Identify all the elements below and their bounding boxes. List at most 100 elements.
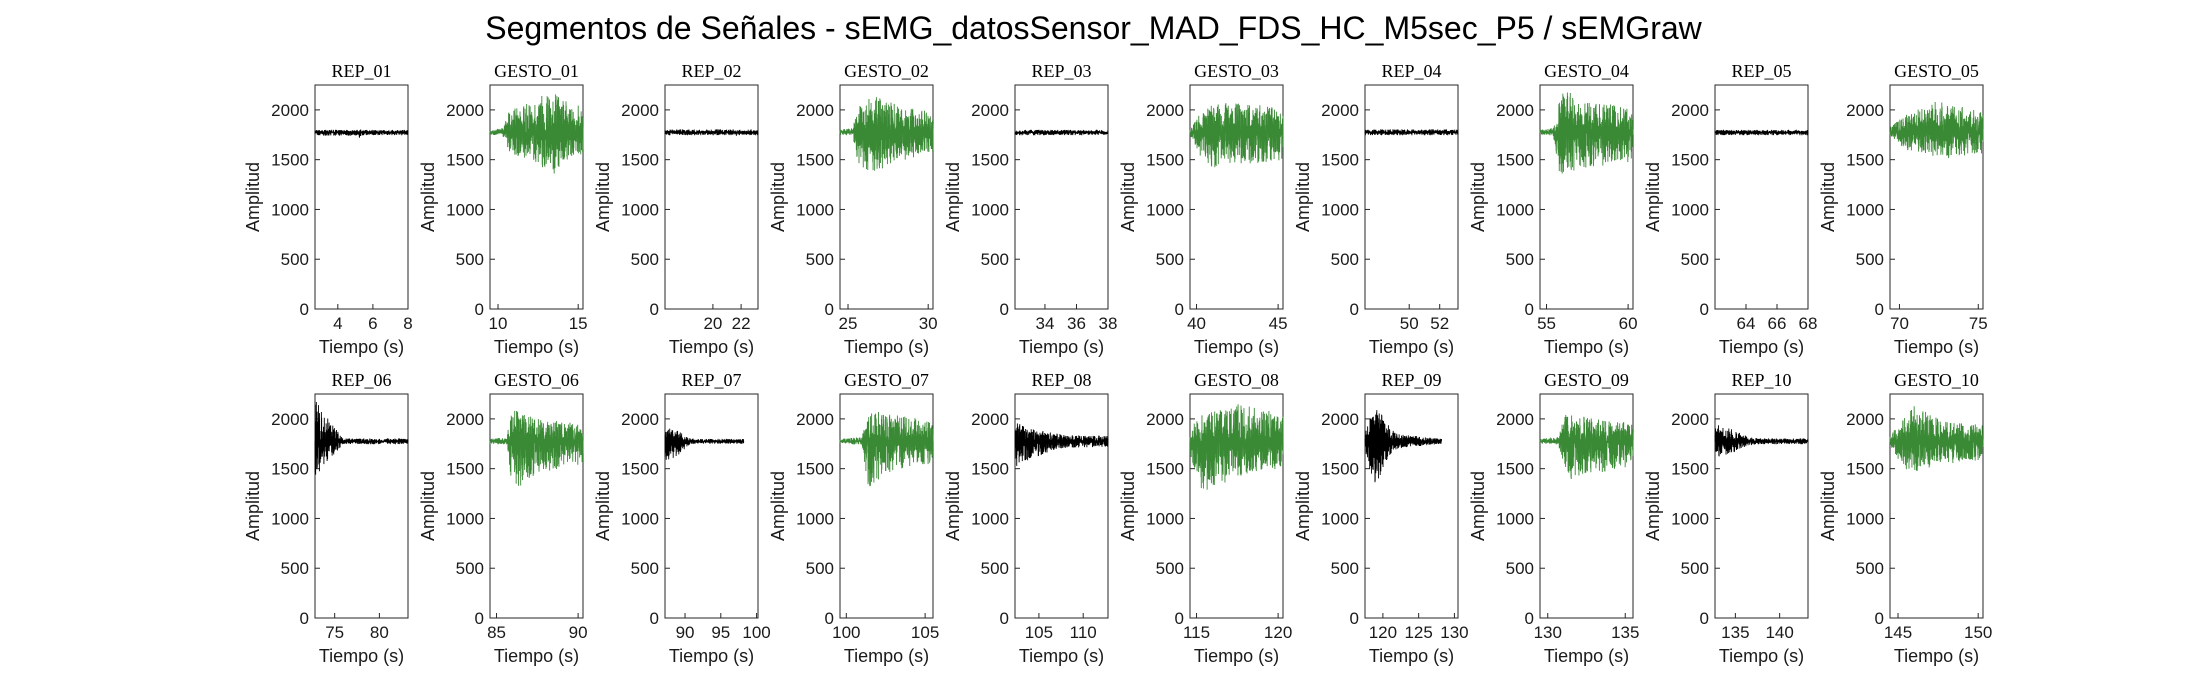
x-tick-label: 15 [569, 314, 588, 333]
x-axis-label: Tiempo (s) [669, 646, 754, 666]
x-tick-label: 68 [1799, 314, 1818, 333]
subplot-title-rep-05: REP_05 [1731, 61, 1791, 81]
y-tick-label: 1500 [621, 151, 659, 170]
x-tick-label: 34 [1035, 314, 1054, 333]
y-tick-label: 1000 [271, 200, 309, 219]
subplot-title-rep-07: REP_07 [681, 370, 741, 390]
y-axis-label: Amplitud [1643, 162, 1663, 232]
subplot-title-gesto-02: GESTO_02 [844, 61, 929, 81]
y-tick-label: 2000 [271, 101, 309, 120]
y-tick-label: 0 [1000, 300, 1009, 319]
x-tick-label: 150 [1964, 623, 1992, 642]
y-tick-label: 1000 [1321, 200, 1359, 219]
x-axis-label: Tiempo (s) [1544, 646, 1629, 666]
axes-box-rep-01 [315, 85, 408, 309]
x-tick-label: 90 [569, 623, 588, 642]
y-axis-label: Amplitud [1818, 162, 1838, 232]
y-tick-label: 0 [1700, 609, 1709, 628]
x-tick-label: 50 [1400, 314, 1419, 333]
axes-box-rep-05 [1715, 85, 1808, 309]
y-tick-label: 500 [981, 559, 1009, 578]
y-tick-label: 2000 [1321, 101, 1359, 120]
y-tick-label: 1000 [796, 200, 834, 219]
y-tick-label: 500 [1856, 250, 1884, 269]
y-axis-label: Amplitud [943, 162, 963, 232]
subplot-title-rep-10: REP_10 [1731, 370, 1791, 390]
subplot-title-gesto-07: GESTO_07 [844, 370, 929, 390]
x-axis-label: Tiempo (s) [1019, 646, 1104, 666]
x-tick-label: 120 [1369, 623, 1397, 642]
x-tick-label: 130 [1534, 623, 1562, 642]
x-axis-label: Tiempo (s) [1194, 337, 1279, 357]
y-tick-label: 500 [1681, 559, 1709, 578]
x-axis-label: Tiempo (s) [494, 337, 579, 357]
y-tick-label: 1500 [1321, 151, 1359, 170]
y-tick-label: 1500 [1146, 460, 1184, 479]
y-tick-label: 500 [1506, 559, 1534, 578]
y-tick-label: 2000 [446, 101, 484, 120]
y-tick-label: 2000 [1496, 410, 1534, 429]
y-tick-label: 0 [1875, 300, 1884, 319]
y-tick-label: 1000 [1846, 509, 1884, 528]
subplot-title-gesto-04: GESTO_04 [1544, 61, 1629, 81]
y-tick-label: 500 [631, 559, 659, 578]
y-axis-label: Amplitud [1468, 471, 1488, 541]
axes-box-rep-08 [1015, 394, 1108, 618]
x-tick-label: 4 [333, 314, 342, 333]
y-tick-label: 1000 [621, 200, 659, 219]
x-tick-label: 135 [1611, 623, 1639, 642]
subplot-title-gesto-05: GESTO_05 [1894, 61, 1979, 81]
x-tick-label: 8 [403, 314, 412, 333]
subplot-title-gesto-10: GESTO_10 [1894, 370, 1979, 390]
x-tick-label: 100 [742, 623, 770, 642]
y-tick-label: 1000 [1671, 200, 1709, 219]
x-tick-label: 125 [1404, 623, 1432, 642]
subplot-title-gesto-03: GESTO_03 [1194, 61, 1279, 81]
y-axis-label: Amplitud [1293, 162, 1313, 232]
y-tick-label: 1500 [1846, 151, 1884, 170]
y-tick-label: 500 [806, 250, 834, 269]
x-tick-label: 6 [368, 314, 377, 333]
y-tick-label: 500 [281, 559, 309, 578]
y-tick-label: 2000 [1846, 101, 1884, 120]
x-axis-label: Tiempo (s) [669, 337, 754, 357]
y-tick-label: 1500 [1321, 460, 1359, 479]
y-tick-label: 500 [1681, 250, 1709, 269]
y-tick-label: 0 [1700, 300, 1709, 319]
axes-box-rep-03 [1015, 85, 1108, 309]
x-tick-label: 36 [1067, 314, 1086, 333]
x-tick-label: 140 [1765, 623, 1793, 642]
x-tick-label: 100 [832, 623, 860, 642]
x-tick-label: 66 [1768, 314, 1787, 333]
x-tick-label: 55 [1537, 314, 1556, 333]
x-tick-label: 95 [711, 623, 730, 642]
y-tick-label: 2000 [971, 410, 1009, 429]
y-tick-label: 1000 [1846, 200, 1884, 219]
subplot-title-rep-02: REP_02 [681, 61, 741, 81]
y-tick-label: 500 [806, 559, 834, 578]
y-tick-label: 2000 [621, 410, 659, 429]
y-tick-label: 1000 [446, 200, 484, 219]
y-tick-label: 0 [825, 300, 834, 319]
axes-box-rep-07 [665, 394, 758, 618]
subplot-title-gesto-06: GESTO_06 [494, 370, 579, 390]
y-tick-label: 2000 [1671, 101, 1709, 120]
subplot-title-rep-09: REP_09 [1381, 370, 1441, 390]
x-tick-label: 70 [1890, 314, 1909, 333]
x-tick-label: 75 [325, 623, 344, 642]
x-axis-label: Tiempo (s) [1894, 646, 1979, 666]
axes-box-rep-04 [1365, 85, 1458, 309]
y-tick-label: 500 [631, 250, 659, 269]
y-tick-label: 1000 [446, 509, 484, 528]
y-tick-label: 1500 [971, 460, 1009, 479]
x-tick-label: 145 [1884, 623, 1912, 642]
subplot-title-gesto-08: GESTO_08 [1194, 370, 1279, 390]
x-axis-label: Tiempo (s) [1194, 646, 1279, 666]
y-tick-label: 1500 [446, 460, 484, 479]
x-tick-label: 40 [1187, 314, 1206, 333]
x-tick-label: 115 [1183, 623, 1210, 642]
x-axis-label: Tiempo (s) [1369, 646, 1454, 666]
y-tick-label: 1500 [271, 151, 309, 170]
y-axis-label: Amplitud [1818, 471, 1838, 541]
